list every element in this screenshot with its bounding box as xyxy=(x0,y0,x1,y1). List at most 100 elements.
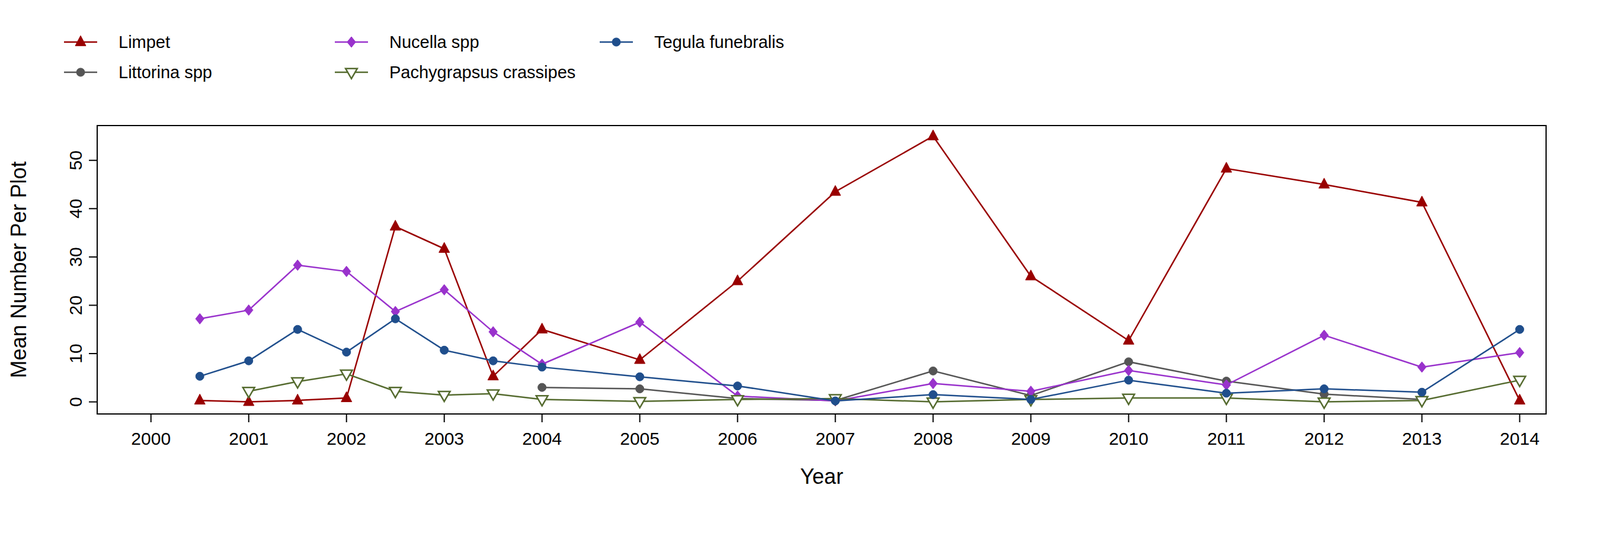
point xyxy=(1318,398,1331,409)
x-tick-label: 2009 xyxy=(1010,429,1051,449)
x-tick xyxy=(150,414,152,423)
x-tick-label: 2004 xyxy=(522,429,562,449)
point xyxy=(487,389,499,400)
point xyxy=(1025,395,1038,406)
point xyxy=(635,372,645,382)
point xyxy=(634,353,646,364)
point xyxy=(731,395,744,406)
point xyxy=(1222,389,1231,398)
x-tick xyxy=(1128,414,1130,423)
point xyxy=(733,382,742,391)
x-tick-label: 2010 xyxy=(1108,429,1149,449)
point xyxy=(439,242,450,253)
y-axis-label: Mean Number Per Plot xyxy=(6,161,31,379)
point xyxy=(293,260,302,271)
legend-label: Tegula funebralis xyxy=(654,32,784,52)
point xyxy=(292,394,303,405)
point xyxy=(1416,196,1427,207)
point xyxy=(1122,394,1135,405)
legend-label: Limpet xyxy=(118,32,171,52)
point xyxy=(195,313,204,325)
point xyxy=(194,394,206,405)
point xyxy=(536,322,548,334)
legend-label: Pachygrapsus crassipes xyxy=(389,62,576,82)
x-tick-label: 2006 xyxy=(717,429,758,449)
x-tick-label: 2003 xyxy=(424,429,464,449)
x-tick xyxy=(346,414,348,423)
x-tick xyxy=(834,414,837,423)
y-tick xyxy=(88,304,98,306)
x-tick xyxy=(248,414,250,423)
point xyxy=(341,266,351,277)
x-tick xyxy=(737,414,739,423)
x-tick-label: 2005 xyxy=(619,429,660,449)
legend-label: Littorina spp xyxy=(118,62,213,82)
x-tick xyxy=(932,414,934,423)
x-tick xyxy=(1030,414,1032,423)
point xyxy=(291,378,304,389)
point xyxy=(927,398,940,409)
point xyxy=(830,185,841,196)
y-tick-label: 30 xyxy=(65,247,86,267)
series-line xyxy=(542,362,1423,401)
point xyxy=(1123,334,1135,345)
legend: Limpet Littorina spp Nucella spp Pachygraps… xyxy=(64,32,784,82)
point xyxy=(488,356,498,366)
point xyxy=(391,314,400,323)
point xyxy=(195,372,204,381)
point xyxy=(536,395,549,406)
x-tick xyxy=(1421,414,1423,423)
y-tick-label: 0 xyxy=(65,397,86,408)
point xyxy=(1514,376,1526,387)
point xyxy=(538,363,547,372)
legend-label: Nucella spp xyxy=(389,32,480,52)
point xyxy=(389,387,402,398)
plot-frame xyxy=(97,125,1547,415)
x-tick-label: 2008 xyxy=(913,429,953,449)
x-tick xyxy=(1323,414,1325,423)
x-tick-label: 2002 xyxy=(326,429,367,449)
point xyxy=(732,274,744,286)
series-line xyxy=(199,136,1520,403)
point xyxy=(244,305,254,316)
y-tick xyxy=(88,208,98,210)
x-tick-label: 2013 xyxy=(1402,429,1442,449)
point xyxy=(928,129,939,140)
point xyxy=(341,391,352,402)
y-tick xyxy=(88,160,98,162)
x-tick-label: 2014 xyxy=(1499,429,1540,449)
point xyxy=(438,391,451,402)
point xyxy=(635,385,645,394)
x-tick-label: 2001 xyxy=(228,429,269,449)
point xyxy=(1514,394,1525,405)
point xyxy=(293,325,302,334)
point xyxy=(929,366,938,376)
y-tick-label: 50 xyxy=(65,150,86,171)
point xyxy=(1417,362,1426,373)
point xyxy=(1025,270,1037,281)
legend-marker xyxy=(75,35,86,46)
x-axis-label: Year xyxy=(800,464,844,489)
y-tick-label: 10 xyxy=(65,343,86,364)
legend-marker xyxy=(76,68,85,77)
point xyxy=(389,220,401,231)
y-tick-label: 40 xyxy=(65,199,86,219)
x-tick xyxy=(639,414,641,423)
point xyxy=(1318,178,1330,189)
point xyxy=(1319,385,1328,394)
point xyxy=(829,395,842,406)
point xyxy=(1417,388,1426,397)
x-tick-label: 2007 xyxy=(815,429,856,449)
point xyxy=(487,370,499,381)
x-tick-label: 2011 xyxy=(1207,429,1246,449)
legend-marker xyxy=(347,36,356,48)
point xyxy=(929,390,938,399)
point xyxy=(538,383,547,392)
x-tick xyxy=(1226,414,1228,423)
y-tick-label: 20 xyxy=(65,295,86,316)
y-tick xyxy=(88,353,98,355)
point xyxy=(1124,376,1134,385)
point xyxy=(928,378,937,390)
point xyxy=(242,387,255,398)
legend-marker xyxy=(345,68,358,79)
